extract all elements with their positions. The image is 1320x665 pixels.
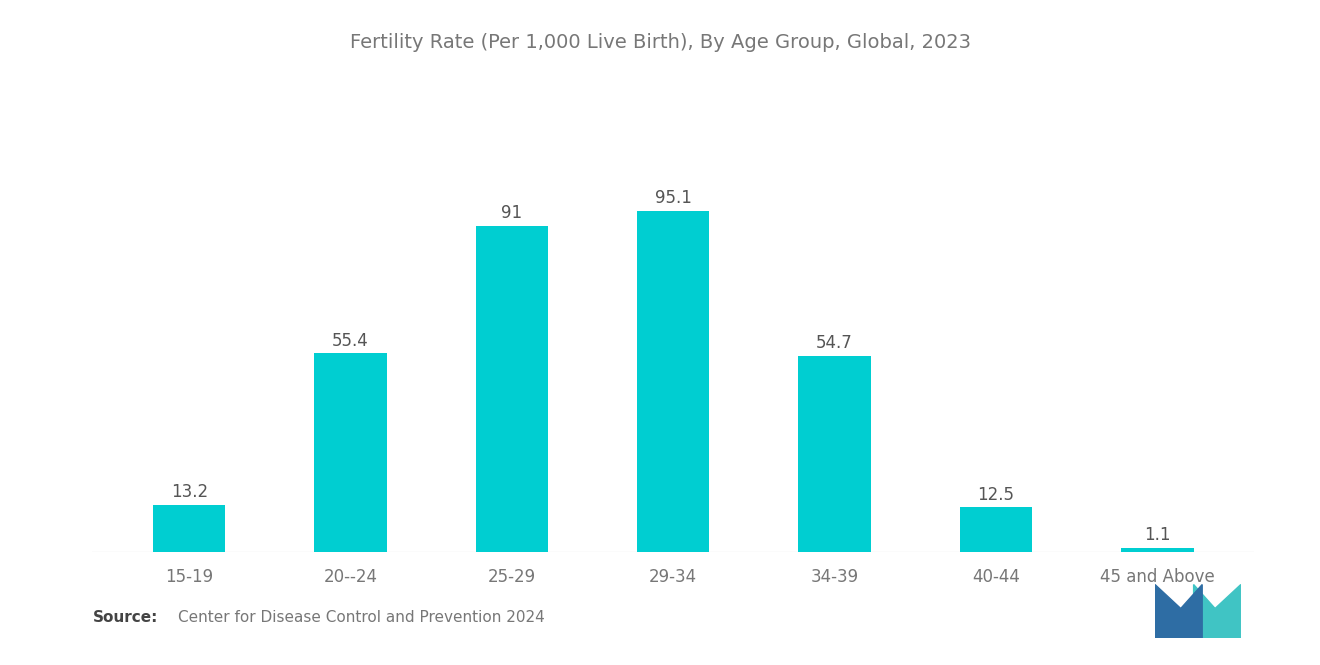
Text: Center for Disease Control and Prevention 2024: Center for Disease Control and Preventio… — [178, 610, 545, 625]
Bar — [475, 225, 548, 552]
Bar — [314, 353, 387, 552]
Text: 13.2: 13.2 — [170, 483, 207, 501]
Bar — [1121, 548, 1193, 552]
Polygon shape — [1155, 585, 1203, 638]
Text: 12.5: 12.5 — [977, 485, 1014, 503]
Text: 1.1: 1.1 — [1144, 527, 1171, 545]
Text: Fertility Rate (Per 1,000 Live Birth), By Age Group, Global, 2023: Fertility Rate (Per 1,000 Live Birth), B… — [350, 33, 970, 53]
Polygon shape — [1193, 585, 1241, 638]
Bar — [960, 507, 1032, 552]
Text: 55.4: 55.4 — [333, 332, 368, 350]
Text: 95.1: 95.1 — [655, 190, 692, 207]
Bar — [799, 356, 871, 552]
Text: 91: 91 — [502, 204, 523, 222]
Text: Source:: Source: — [92, 610, 158, 625]
Bar — [153, 505, 226, 552]
Bar — [636, 211, 709, 552]
Text: 54.7: 54.7 — [816, 334, 853, 352]
